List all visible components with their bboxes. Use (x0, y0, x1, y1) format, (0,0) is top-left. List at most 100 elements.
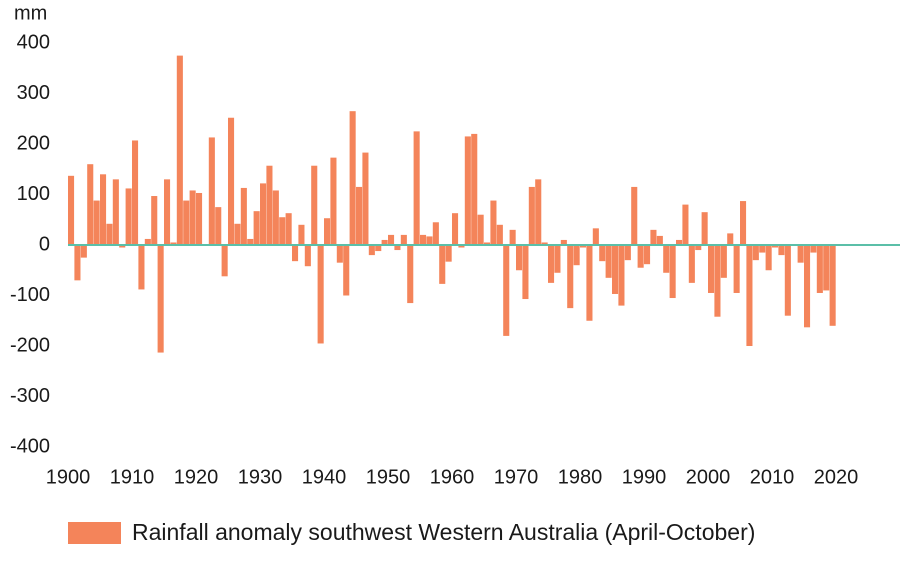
bar (829, 245, 836, 326)
bar (682, 204, 689, 245)
bar (279, 217, 286, 245)
bar (189, 190, 196, 245)
bar (624, 245, 631, 261)
bar (144, 238, 151, 245)
x-tick-label: 1980 (558, 466, 603, 488)
y-tick-label: 400 (17, 31, 50, 53)
bar (708, 245, 715, 293)
x-tick-label: 1920 (174, 466, 219, 488)
bar (701, 212, 708, 245)
bar (797, 245, 804, 263)
bar (93, 200, 100, 245)
bar (68, 175, 75, 245)
bar (112, 179, 119, 245)
x-tick-label: 1990 (622, 466, 667, 488)
bar (106, 223, 113, 245)
bar (285, 213, 292, 245)
bar (503, 245, 510, 336)
bar (125, 188, 132, 245)
bar (644, 245, 651, 265)
x-tick-label: 2020 (814, 466, 859, 488)
bar (804, 245, 811, 328)
bar (663, 245, 670, 273)
bar (516, 245, 523, 271)
bar (375, 245, 382, 252)
bar (304, 245, 311, 267)
bar (400, 234, 407, 245)
bar (548, 245, 555, 283)
bar (413, 131, 420, 245)
bar (554, 245, 561, 273)
bar (228, 117, 235, 245)
bar (432, 222, 439, 245)
bar (240, 187, 247, 245)
bar (752, 245, 759, 261)
bar (765, 245, 772, 271)
bar (612, 245, 619, 294)
bar (637, 245, 644, 268)
y-tick-label: -300 (10, 385, 50, 407)
legend-label: Rainfall anomaly southwest Western Austr… (132, 519, 755, 545)
bar (183, 200, 190, 245)
bar (317, 245, 324, 344)
bar (759, 245, 766, 253)
bar (580, 245, 587, 248)
bar (336, 245, 343, 263)
bar (439, 245, 446, 284)
bar (445, 245, 452, 262)
bar (535, 179, 542, 245)
x-tick-label: 1970 (494, 466, 539, 488)
bar (599, 245, 606, 262)
y-axis-label: mm (14, 2, 47, 24)
bar (138, 245, 145, 290)
bar (388, 234, 395, 245)
bar (266, 165, 273, 245)
bar (778, 245, 785, 256)
bar (477, 214, 484, 245)
bar (727, 233, 734, 245)
bar (330, 157, 337, 245)
y-tick-label: -200 (10, 334, 50, 356)
bar (631, 186, 638, 245)
bar (164, 179, 171, 245)
bar (407, 245, 414, 304)
bar (208, 137, 215, 245)
bar (528, 186, 535, 245)
bar (196, 192, 203, 245)
bar (720, 245, 727, 278)
y-tick-label: 100 (17, 183, 50, 205)
bar (509, 229, 516, 245)
bar (311, 165, 318, 245)
bar (816, 245, 823, 293)
bar (452, 213, 459, 245)
bar (541, 242, 548, 245)
bar (618, 245, 625, 306)
bar (298, 224, 305, 245)
bar (810, 245, 817, 253)
x-tick-label: 1900 (46, 466, 91, 488)
x-tick-label: 1960 (430, 466, 475, 488)
bar (176, 55, 183, 245)
x-tick-label: 1940 (302, 466, 347, 488)
bar (87, 164, 94, 245)
bar (74, 245, 81, 281)
bar (573, 245, 580, 266)
bar (80, 245, 87, 258)
bar (292, 245, 299, 262)
bar (496, 224, 503, 245)
bar (471, 133, 478, 245)
bar (272, 190, 279, 245)
legend-swatch (68, 522, 121, 544)
bar (132, 140, 139, 245)
bar (458, 245, 465, 248)
bar (362, 152, 369, 245)
bar (151, 196, 158, 245)
y-tick-label: 0 (39, 233, 50, 255)
bar (260, 183, 267, 245)
bar (656, 235, 663, 245)
bar (784, 245, 791, 316)
x-tick-label: 1910 (110, 466, 155, 488)
bar (669, 245, 676, 299)
bar (567, 245, 574, 309)
